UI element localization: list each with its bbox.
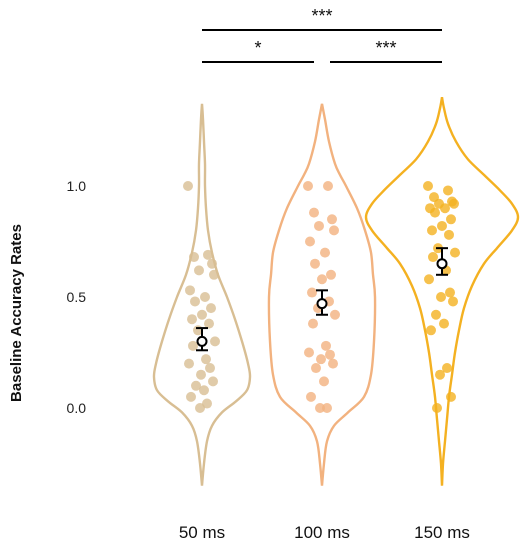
data-point — [188, 340, 198, 351]
mean-marker — [436, 258, 448, 270]
data-point — [187, 314, 197, 325]
data-point — [428, 252, 438, 263]
data-point — [305, 236, 315, 247]
data-point — [446, 391, 456, 402]
mean-marker — [316, 298, 328, 310]
data-point — [446, 214, 456, 225]
data-point — [310, 258, 320, 269]
mean-marker — [196, 335, 208, 347]
data-point — [194, 265, 204, 276]
data-point — [423, 181, 433, 191]
data-point — [328, 358, 338, 369]
data-point — [311, 363, 321, 374]
data-point — [206, 303, 216, 314]
data-point — [304, 347, 314, 358]
significance-label: *** — [375, 38, 396, 58]
data-point — [426, 325, 436, 336]
data-point — [191, 380, 201, 391]
data-point — [186, 391, 196, 402]
category-label: 50 ms — [179, 523, 225, 542]
data-point — [431, 309, 441, 320]
y-axis-label: Baseline Accuracy Rates — [8, 224, 25, 402]
data-point — [315, 403, 325, 413]
data-point — [437, 220, 447, 231]
data-point — [201, 354, 211, 365]
data-point — [208, 376, 218, 387]
data-point — [448, 296, 458, 307]
violin-0 — [152, 103, 252, 486]
data-point — [204, 318, 214, 329]
category-label: 150 ms — [414, 523, 470, 542]
data-point — [320, 247, 330, 258]
y-tick-label: 0.5 — [67, 289, 87, 305]
data-point — [430, 207, 440, 218]
data-point — [199, 385, 209, 396]
data-point — [424, 274, 434, 285]
data-point — [307, 287, 317, 298]
data-point — [436, 292, 446, 302]
violin-1 — [267, 103, 377, 486]
data-point — [443, 185, 453, 196]
data-point — [209, 269, 219, 280]
data-point — [323, 181, 333, 191]
data-point — [200, 292, 210, 302]
data-point — [303, 181, 313, 191]
data-point — [189, 252, 199, 263]
data-point — [314, 220, 324, 231]
significance-layer: **** *** — [202, 6, 442, 63]
data-point — [319, 376, 329, 387]
error-bar-layer — [196, 247, 448, 352]
significance-label: *** — [311, 6, 332, 26]
data-point — [450, 247, 460, 258]
data-point — [449, 198, 459, 209]
category-label: 100 ms — [294, 523, 350, 542]
data-point — [190, 296, 200, 307]
x-axis: 50 ms 100 ms 150 ms — [179, 523, 470, 542]
data-point — [329, 225, 339, 236]
data-point — [196, 369, 206, 380]
significance-label: * — [254, 38, 261, 58]
data-point — [316, 354, 326, 365]
data-point — [308, 318, 318, 329]
data-point — [445, 287, 455, 298]
data-point — [327, 214, 337, 225]
data-point — [330, 309, 340, 320]
data-point — [205, 363, 215, 374]
data-point — [306, 391, 316, 402]
data-point — [195, 403, 205, 413]
data-point — [210, 336, 220, 347]
y-tick-label: 0.0 — [67, 400, 87, 416]
data-point — [432, 403, 442, 413]
data-point — [325, 349, 335, 360]
data-point — [197, 309, 207, 320]
data-point — [309, 207, 319, 218]
violin-2 — [364, 97, 520, 486]
data-point — [184, 358, 194, 369]
y-tick-label: 1.0 — [67, 178, 87, 194]
data-point — [442, 363, 452, 374]
data-point — [439, 318, 449, 329]
points-layer — [183, 181, 460, 413]
data-point — [326, 269, 336, 280]
violin-layer — [152, 97, 520, 486]
y-axis: 0.0 0.5 1.0 — [67, 178, 87, 416]
data-point — [435, 369, 445, 380]
data-point — [321, 340, 331, 351]
data-point — [427, 225, 437, 236]
data-point — [444, 229, 454, 240]
data-point — [322, 403, 332, 413]
data-point — [317, 274, 327, 285]
data-point — [440, 203, 450, 214]
data-point — [185, 285, 195, 296]
data-point — [207, 258, 217, 269]
data-point — [203, 249, 213, 260]
data-point — [183, 181, 193, 191]
